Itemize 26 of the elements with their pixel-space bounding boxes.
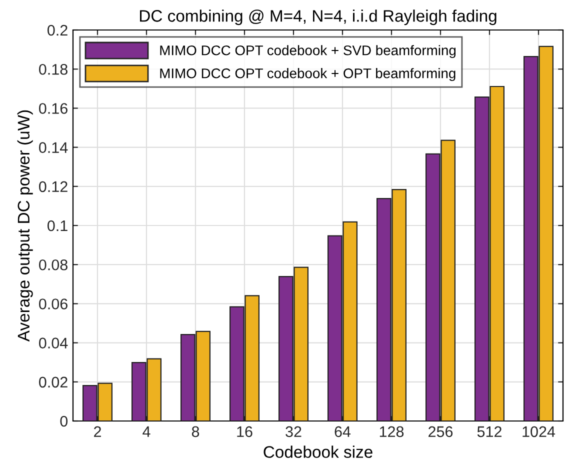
- x-tick-label: 16: [237, 426, 252, 438]
- chart-title: DC combining @ M=4, N=4, i.i.d Rayleigh fading: [140, 10, 496, 26]
- y-tick-label: 0.02: [39, 376, 68, 388]
- x-axis-title: Codebook size: [264, 446, 372, 458]
- x-tick-label: 1024: [522, 426, 556, 438]
- y-tick-label: 0.12: [39, 181, 68, 192]
- y-tick-label: 0.06: [39, 298, 68, 310]
- legend-label: MIMO DCC OPT codebook + SVD beamforming: [160, 45, 456, 58]
- y-tick-label: 0.16: [39, 103, 68, 114]
- x-tick-label: 64: [334, 426, 351, 438]
- y-tick-label: 0.2: [48, 24, 68, 36]
- x-tick-label: 8: [192, 426, 200, 438]
- y-tick-label: 0.14: [39, 142, 68, 153]
- y-tick-label: 0.18: [39, 64, 68, 75]
- y-tick-label: 0.08: [39, 259, 68, 270]
- y-tick-label: 0.1: [48, 220, 68, 232]
- x-tick-label: 128: [380, 426, 404, 438]
- y-tick-label: 0.04: [39, 338, 68, 348]
- x-tick-label: 32: [286, 426, 302, 438]
- x-tick-label: 2: [94, 426, 101, 437]
- x-tick-label: 4: [142, 426, 150, 437]
- x-tick-label: 512: [477, 426, 502, 438]
- x-tick-label: 256: [428, 426, 453, 438]
- y-tick-label: 0: [60, 416, 68, 427]
- y-axis-title: Average output DC power (uW): [17, 110, 33, 342]
- legend-label: MIMO DCC OPT codebook + OPT beamforming: [160, 68, 456, 82]
